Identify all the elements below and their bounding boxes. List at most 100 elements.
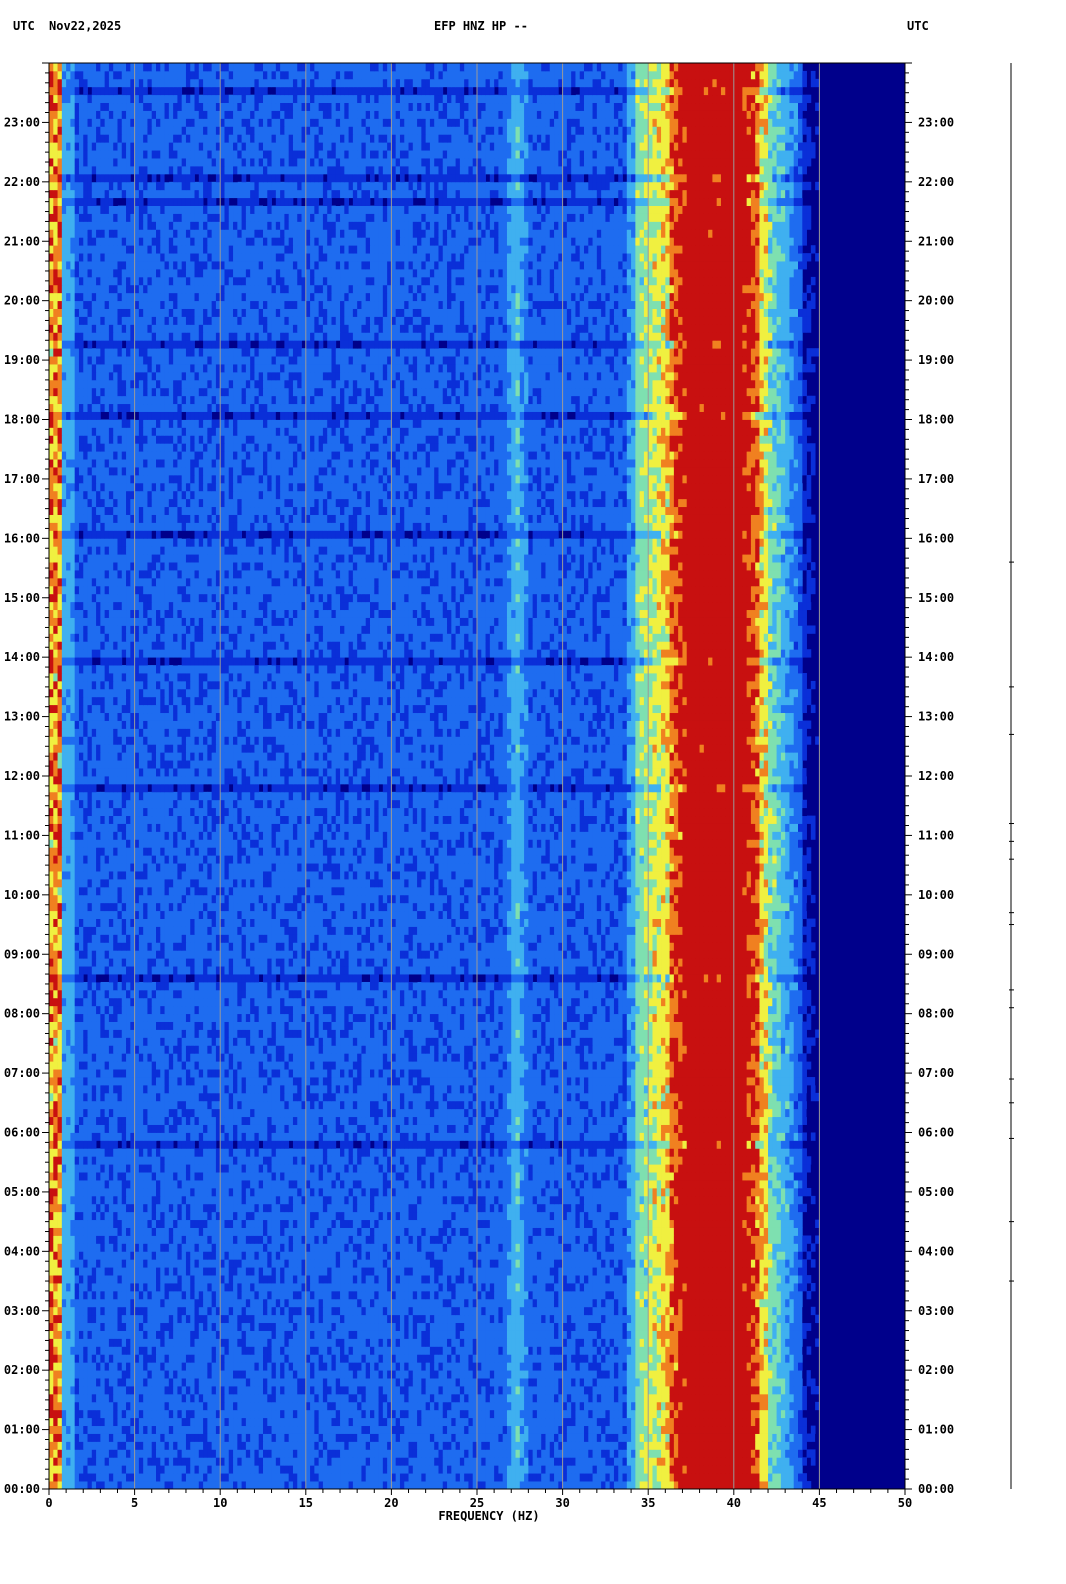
- heatmap-cell: [267, 1275, 272, 1284]
- heatmap-cell: [370, 1449, 375, 1458]
- heatmap-cell: [635, 1473, 641, 1482]
- heatmap-cell: [738, 1330, 743, 1339]
- heatmap-cell: [318, 1457, 324, 1466]
- heatmap-cell: [254, 1346, 260, 1355]
- heatmap-cell: [489, 1441, 495, 1450]
- heatmap-cell: [185, 1457, 191, 1466]
- heatmap-cell: [254, 1338, 260, 1347]
- heatmap-cell: [613, 1401, 619, 1411]
- heatmap-cell: [271, 1393, 277, 1403]
- heatmap-cell: [545, 1441, 551, 1450]
- heatmap-cell: [361, 1409, 367, 1419]
- heatmap-cell: [275, 1370, 281, 1379]
- heatmap-cell: [74, 1338, 80, 1347]
- heatmap-cell: [108, 1401, 114, 1411]
- heatmap-cell: [588, 1306, 593, 1316]
- heatmap-cell: [455, 1457, 461, 1466]
- heatmap-cell: [575, 1338, 581, 1347]
- heatmap-cell: [648, 1449, 653, 1458]
- heatmap-cell: [275, 1409, 281, 1419]
- heatmap-cell: [53, 1393, 58, 1403]
- heatmap-cell: [164, 1354, 170, 1363]
- heatmap-cell: [691, 1481, 696, 1489]
- heatmap-cell: [104, 1449, 110, 1458]
- heatmap-cell: [656, 1481, 662, 1489]
- heatmap-cell: [686, 1330, 692, 1339]
- heatmap-cell: [806, 1433, 812, 1442]
- heatmap-cell: [768, 1306, 773, 1316]
- heatmap-cell: [365, 1362, 371, 1371]
- heatmap-cell: [477, 1441, 482, 1450]
- heatmap-cell: [173, 1449, 178, 1458]
- heatmap-cell: [750, 1401, 756, 1411]
- heatmap-cell: [357, 1267, 362, 1276]
- heatmap-cell: [61, 1298, 67, 1308]
- heatmap-cell: [481, 1465, 486, 1474]
- heatmap-cell: [708, 1481, 713, 1489]
- heatmap-cell: [143, 1346, 148, 1355]
- heatmap-cell: [464, 1378, 469, 1387]
- heatmap-cell: [695, 1346, 700, 1355]
- heatmap-cell: [425, 1346, 431, 1355]
- heatmap-cell: [100, 1393, 106, 1403]
- heatmap-cell: [592, 1283, 598, 1292]
- heatmap-cell: [524, 1370, 529, 1379]
- heatmap-cell: [596, 1449, 602, 1458]
- heatmap-cell: [746, 1386, 752, 1395]
- heatmap-cell: [245, 1306, 251, 1316]
- heatmap-cell: [806, 1275, 812, 1284]
- heatmap-cell: [417, 1362, 422, 1371]
- heatmap-cell: [220, 1393, 225, 1403]
- heatmap-cell: [511, 1473, 516, 1482]
- heatmap-cell: [596, 1346, 602, 1355]
- heatmap-cell: [310, 1370, 315, 1379]
- heatmap-cell: [399, 1370, 405, 1379]
- heatmap-cell: [438, 1449, 444, 1458]
- heatmap-cell: [785, 1433, 790, 1442]
- heatmap-cell: [609, 1449, 615, 1458]
- heatmap-cell: [237, 1401, 242, 1411]
- heatmap-cell: [318, 1362, 324, 1371]
- heatmap-cell: [305, 1449, 311, 1458]
- heatmap-cell: [763, 1473, 769, 1482]
- heatmap-cell: [185, 1417, 191, 1427]
- heatmap-cell: [579, 1378, 585, 1387]
- heatmap-cell: [49, 1298, 54, 1308]
- heatmap-cell: [464, 1283, 469, 1292]
- heatmap-cell: [716, 1354, 722, 1363]
- heatmap-cell: [233, 1441, 238, 1450]
- heatmap-cell: [100, 1338, 106, 1347]
- heatmap-cell: [447, 1298, 452, 1308]
- heatmap-cell: [233, 1322, 238, 1331]
- heatmap-cell: [254, 1457, 260, 1466]
- heatmap-cell: [639, 1386, 645, 1395]
- heatmap-cell: [464, 1433, 469, 1442]
- heatmap-cell: [575, 1417, 581, 1427]
- heatmap-cell: [750, 1314, 756, 1324]
- heatmap-cell: [425, 1386, 431, 1395]
- heatmap-cell: [203, 1425, 208, 1434]
- heatmap-cell: [327, 1393, 332, 1403]
- heatmap-cell: [447, 1401, 452, 1411]
- heatmap-cell: [686, 1481, 692, 1489]
- heatmap-cell: [468, 1465, 474, 1474]
- heatmap-cell: [626, 1401, 632, 1411]
- heatmap-cell: [506, 1298, 512, 1308]
- heatmap-cell: [211, 1393, 217, 1403]
- heatmap-cell: [609, 1354, 615, 1363]
- heatmap-cell: [596, 1441, 602, 1450]
- heatmap-cell: [301, 1409, 307, 1419]
- heatmap-cell: [181, 1378, 187, 1387]
- heatmap-cell: [652, 1314, 658, 1324]
- heatmap-cell: [459, 1386, 465, 1395]
- heatmap-cell: [322, 1393, 328, 1403]
- heatmap-cell: [83, 1441, 88, 1450]
- heatmap-cell: [331, 1465, 337, 1474]
- heatmap-cell: [100, 1370, 106, 1379]
- heatmap-cell: [601, 1457, 606, 1466]
- heatmap-cell: [417, 1275, 422, 1284]
- heatmap-cell: [643, 1473, 649, 1482]
- heatmap-cell: [472, 1283, 478, 1292]
- heatmap-cell: [481, 1354, 486, 1363]
- heatmap-cell: [506, 1362, 512, 1371]
